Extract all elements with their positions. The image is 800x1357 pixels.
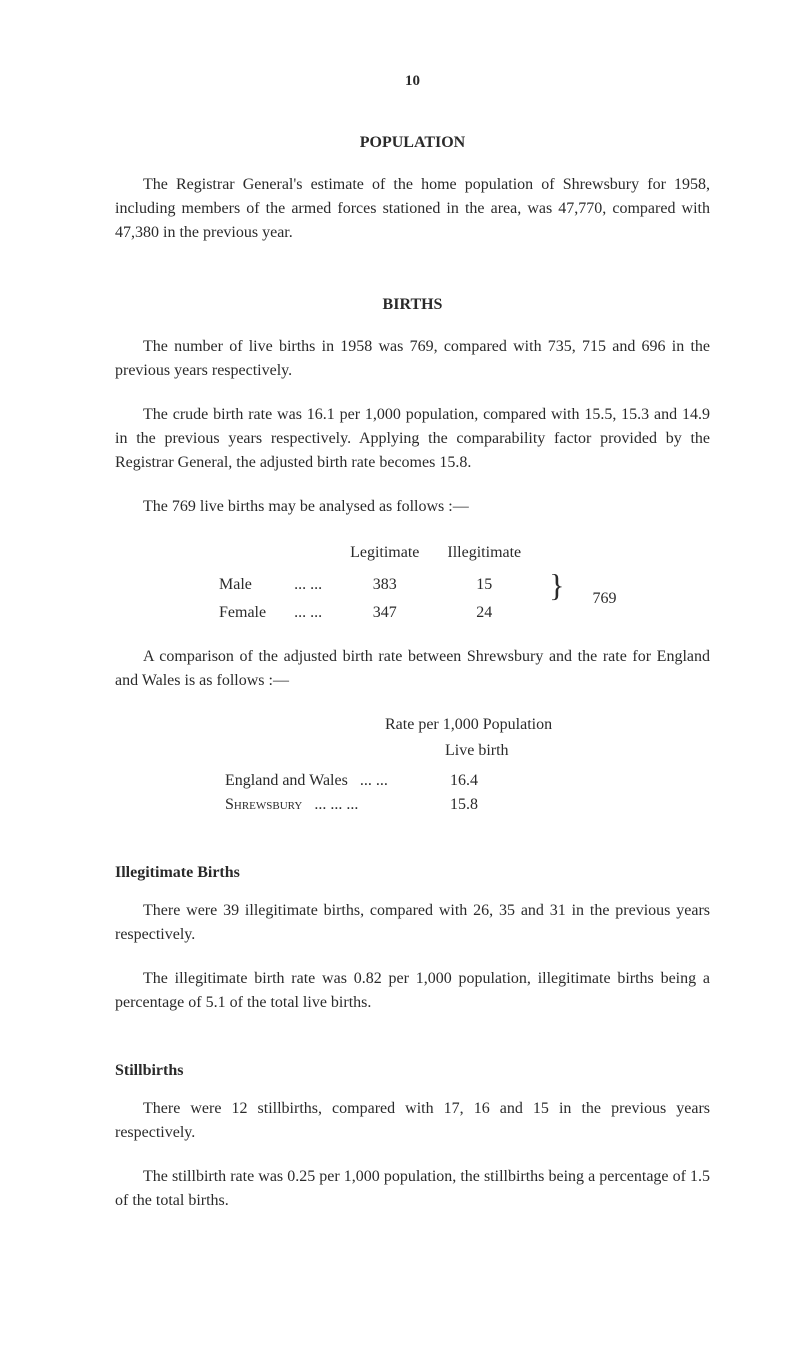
births-para-1: The number of live births in 1958 was 76… (115, 335, 710, 383)
table-header-row: Legitimate Illegitimate (205, 539, 631, 571)
stillbirths-heading: Stillbirths (115, 1059, 710, 1083)
rate-comparison-block: Rate per 1,000 Population Live birth Eng… (115, 713, 710, 817)
brace-icon: } (535, 571, 578, 627)
row-dots: ... ... (280, 571, 336, 599)
births-para-3: The 769 live births may be analysed as f… (115, 495, 710, 519)
births-table: Legitimate Illegitimate Male ... ... 383… (205, 539, 631, 627)
rate-row-shrewsbury: Shrewsbury ... ... ... 15.8 (225, 793, 710, 817)
rate-label: England and Wales ... ... (225, 769, 450, 793)
stillbirths-para-1: There were 12 stillbirths, compared with… (115, 1097, 710, 1145)
page-number: 10 (115, 70, 710, 93)
rate-value: 16.4 (450, 769, 510, 793)
illegitimate-heading: Illegitimate Births (115, 861, 710, 885)
legitimate-value: 383 (336, 571, 433, 599)
births-heading: BIRTHS (115, 293, 710, 317)
col-legitimate: Legitimate (336, 539, 433, 571)
illegitimate-value: 24 (433, 599, 535, 627)
population-para-1: The Registrar General's estimate of the … (115, 173, 710, 245)
illegitimate-para-2: The illegitimate birth rate was 0.82 per… (115, 967, 710, 1015)
total-value: 769 (579, 571, 631, 627)
stillbirths-para-2: The stillbirth rate was 0.25 per 1,000 p… (115, 1165, 710, 1213)
rate-header: Rate per 1,000 Population (385, 713, 710, 737)
table-row-male: Male ... ... 383 15 } 769 (205, 571, 631, 599)
rate-subheader: Live birth (445, 739, 710, 763)
row-label: Female (205, 599, 280, 627)
rate-label: Shrewsbury ... ... ... (225, 793, 450, 817)
rate-row-england: England and Wales ... ... 16.4 (225, 769, 710, 793)
legitimate-value: 347 (336, 599, 433, 627)
births-para-4: A comparison of the adjusted birth rate … (115, 645, 710, 693)
illegitimate-para-1: There were 39 illegitimate births, compa… (115, 899, 710, 947)
row-dots: ... ... (280, 599, 336, 627)
births-para-2: The crude birth rate was 16.1 per 1,000 … (115, 403, 710, 475)
row-label: Male (205, 571, 280, 599)
illegitimate-value: 15 (433, 571, 535, 599)
col-illegitimate: Illegitimate (433, 539, 535, 571)
rate-value: 15.8 (450, 793, 510, 817)
population-heading: POPULATION (115, 131, 710, 155)
